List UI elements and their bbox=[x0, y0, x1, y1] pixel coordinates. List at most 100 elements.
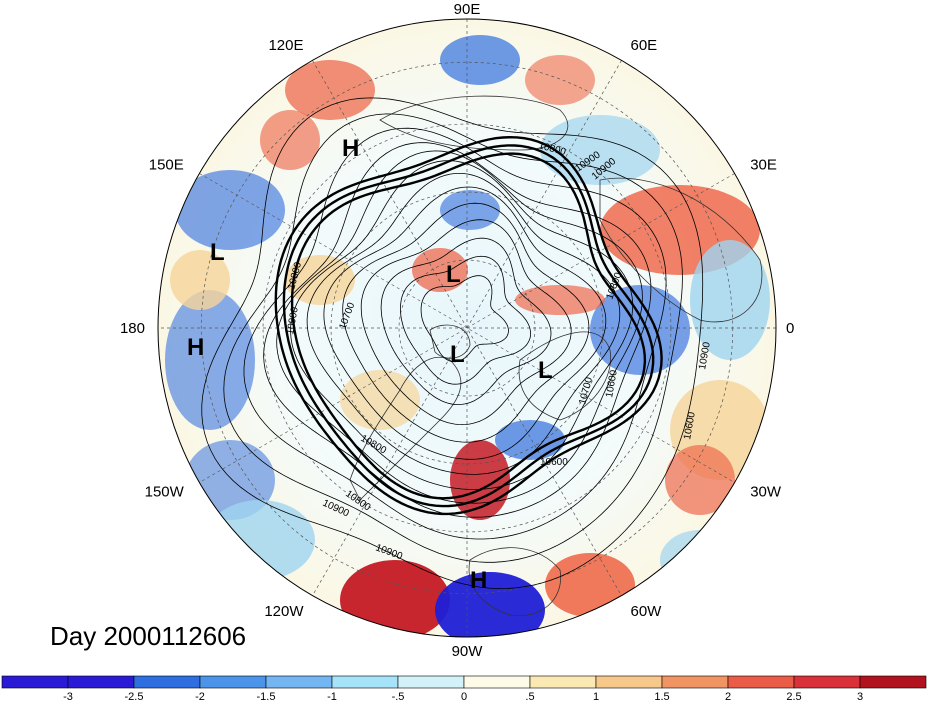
anomaly-patch bbox=[175, 170, 285, 250]
longitude-labels: 90E 60E 30E 0 30W 60W 90W 120W 150W 180 150E 120E bbox=[120, 1, 794, 660]
anomaly-patch bbox=[690, 240, 770, 360]
anomaly-patch bbox=[260, 110, 320, 170]
pressure-markers: H L L H L L H bbox=[187, 135, 553, 594]
colorbar-box bbox=[661, 675, 729, 689]
meridian-line bbox=[199, 173, 735, 483]
coastline bbox=[379, 95, 569, 151]
height-contour-line bbox=[201, 97, 704, 590]
latitude-circle bbox=[330, 191, 604, 465]
jet-contour-line bbox=[274, 135, 663, 516]
anomaly-patch bbox=[590, 285, 690, 375]
latitude-circle bbox=[262, 123, 672, 533]
low-pressure-marker: L bbox=[446, 261, 461, 288]
colorbar-tick-label: -1 bbox=[327, 691, 337, 702]
high-pressure-marker: H bbox=[470, 567, 487, 594]
contour-value-label: 10900 bbox=[285, 306, 301, 336]
colorbar-box bbox=[595, 675, 663, 689]
anomaly-patch bbox=[540, 115, 660, 185]
anomaly-patch bbox=[165, 290, 255, 430]
colorbar-box bbox=[331, 675, 399, 689]
contour-value-label: 10600 bbox=[604, 369, 620, 399]
colorbar: -3 -2.5 -2 -1.5 -1 -.5 0 .5 1 1.5 2 2.5 3 bbox=[1, 675, 927, 703]
anomaly-patch bbox=[660, 530, 740, 590]
high-pressure-marker: H bbox=[342, 135, 359, 162]
latitude-circle bbox=[200, 61, 734, 595]
anomaly-patch bbox=[412, 248, 468, 292]
colorbar-box bbox=[397, 675, 465, 689]
longitude-label: 120W bbox=[264, 603, 304, 620]
jet-stream-contours bbox=[274, 135, 663, 516]
height-contour-line bbox=[276, 150, 643, 504]
anomaly-patch bbox=[440, 190, 500, 230]
colorbar-box bbox=[67, 675, 135, 689]
anomaly-shading-layer bbox=[165, 35, 770, 637]
longitude-label: 150E bbox=[149, 157, 184, 174]
colorbar-tick-label: -3 bbox=[63, 691, 73, 702]
longitude-label: 90E bbox=[454, 1, 481, 18]
anomaly-patch bbox=[665, 445, 735, 515]
contour-value-label: 10600 bbox=[682, 411, 698, 441]
colorbar-box bbox=[265, 675, 333, 689]
anomaly-patch bbox=[170, 250, 230, 310]
contour-value-label: 10600 bbox=[540, 457, 568, 468]
anomaly-patch bbox=[340, 560, 450, 637]
coastline bbox=[429, 324, 471, 359]
colorbar-tick-label: 1.5 bbox=[654, 691, 669, 702]
height-contour-line bbox=[323, 186, 607, 460]
anomaly-patch bbox=[495, 420, 565, 460]
low-pressure-marker: L bbox=[210, 239, 225, 266]
anomaly-patch bbox=[205, 500, 315, 580]
longitude-label: 90W bbox=[452, 643, 484, 660]
high-pressure-marker: H bbox=[187, 334, 204, 361]
longitude-label: 30E bbox=[750, 157, 777, 174]
anomaly-patch bbox=[545, 553, 635, 617]
longitude-label: 180 bbox=[120, 320, 145, 337]
anomaly-field bbox=[158, 19, 776, 637]
colorbar-box bbox=[793, 675, 861, 689]
height-contour-line bbox=[263, 142, 652, 518]
anomaly-patch bbox=[435, 572, 545, 637]
date-label: Day 2000112606 bbox=[50, 621, 246, 651]
colorbar-box bbox=[1, 675, 69, 689]
height-contour-line bbox=[380, 237, 552, 405]
colorbar-tick-label: 2.5 bbox=[786, 691, 801, 702]
height-contour-line bbox=[243, 127, 667, 540]
contour-value-label: 10900 bbox=[697, 341, 713, 371]
longitude-label: 150W bbox=[145, 484, 185, 501]
height-contour-line bbox=[223, 113, 683, 563]
colorbar-box bbox=[727, 675, 795, 689]
coastline bbox=[468, 547, 562, 617]
map-boundary bbox=[157, 18, 777, 638]
anomaly-patch bbox=[440, 35, 520, 85]
colorbar-box bbox=[199, 675, 267, 689]
anomaly-patch bbox=[285, 60, 375, 120]
colorbar-tick-label: 2 bbox=[725, 691, 731, 702]
longitude-label: 0 bbox=[786, 320, 794, 337]
coastline bbox=[518, 331, 612, 421]
jet-contour-line bbox=[282, 144, 655, 508]
colorbar-tick-label: 3 bbox=[857, 691, 863, 702]
colorbar-box bbox=[463, 675, 531, 689]
anomaly-patch bbox=[340, 370, 420, 430]
longitude-label: 60E bbox=[631, 37, 658, 54]
colorbar-tick-label: .5 bbox=[525, 691, 534, 702]
height-contour-line bbox=[400, 255, 532, 385]
colorbar-box bbox=[859, 675, 927, 689]
height-contour-line bbox=[360, 219, 572, 426]
jet-contour-line bbox=[290, 152, 647, 500]
colorbar-tick-label: -2.5 bbox=[125, 691, 144, 702]
colorbar-tick-label: -2 bbox=[195, 691, 205, 702]
low-pressure-marker: L bbox=[538, 357, 553, 384]
anomaly-patch bbox=[525, 55, 595, 105]
colorbar-tick-label: -.5 bbox=[392, 691, 405, 702]
colorbar-tick-label: -1.5 bbox=[257, 691, 276, 702]
longitude-label: 120E bbox=[268, 37, 303, 54]
colorbar-tick-label: 0 bbox=[461, 691, 467, 702]
colorbar-tick-label: 1 bbox=[593, 691, 599, 702]
height-contour-line bbox=[420, 275, 509, 363]
height-contour-line bbox=[342, 202, 590, 443]
longitude-label: 30W bbox=[750, 484, 782, 501]
colorbar-box bbox=[529, 675, 597, 689]
